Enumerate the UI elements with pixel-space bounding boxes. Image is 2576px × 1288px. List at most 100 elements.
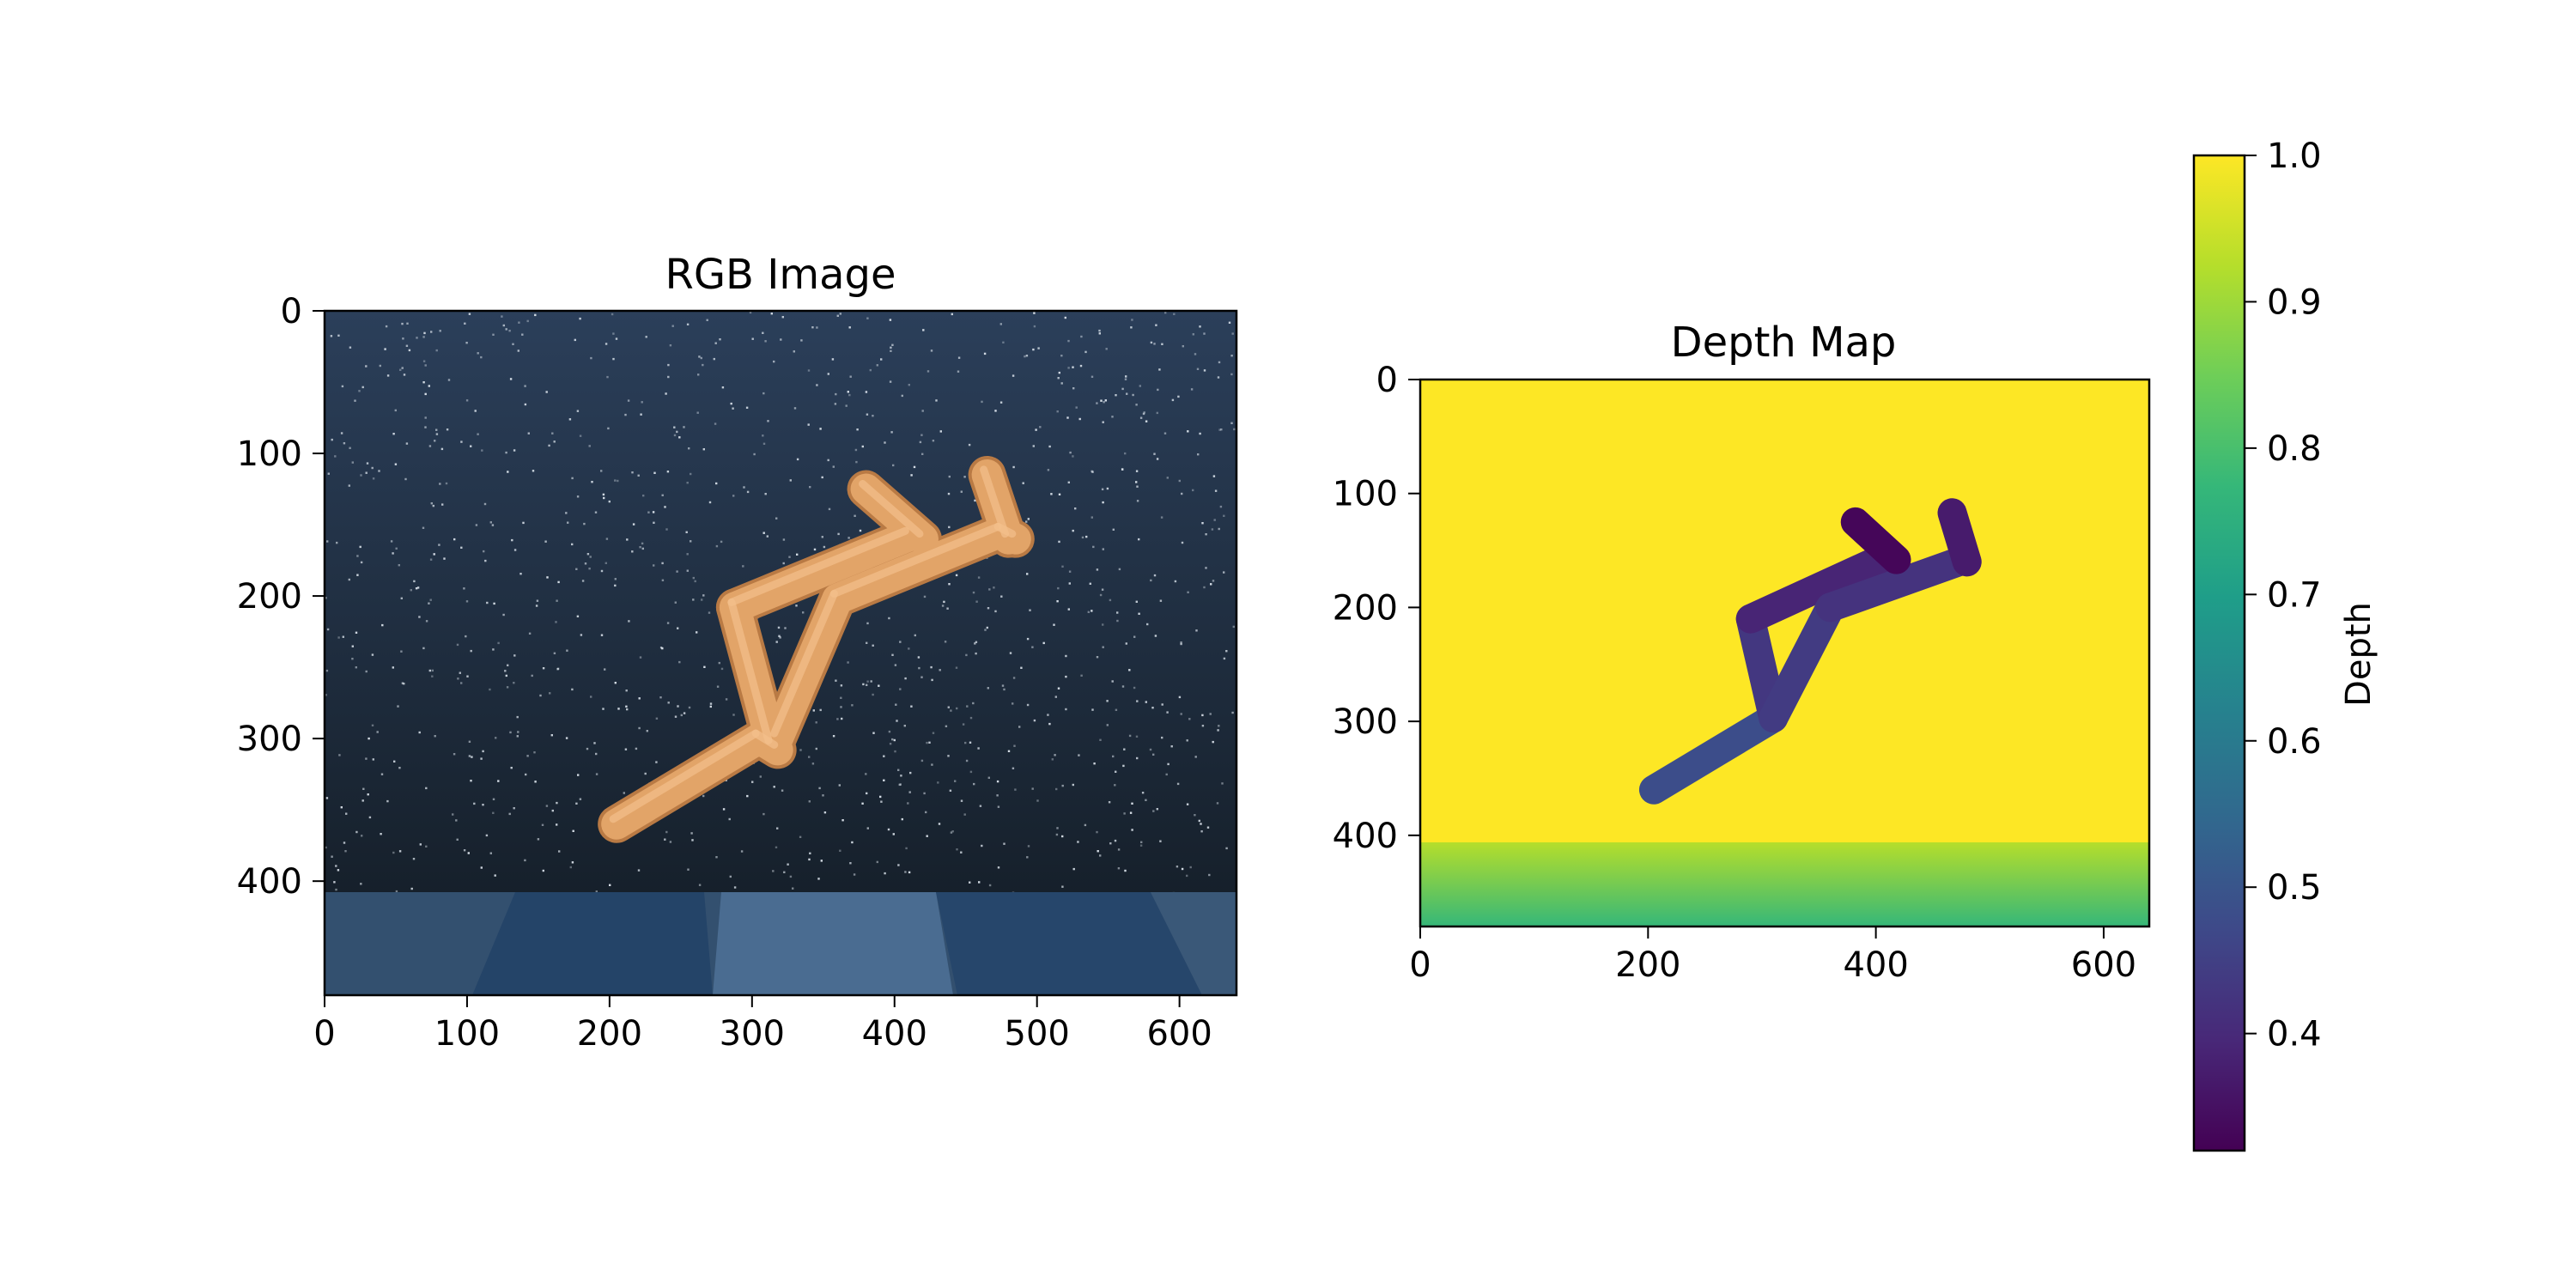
- star: [1159, 841, 1161, 842]
- star: [1112, 680, 1114, 682]
- star: [667, 622, 669, 623]
- star: [840, 706, 841, 708]
- star: [811, 326, 813, 328]
- star: [1103, 647, 1104, 648]
- colorbar-tick-label: 0.9: [2267, 283, 2322, 322]
- star: [603, 494, 605, 495]
- star: [662, 580, 664, 581]
- star: [368, 738, 369, 739]
- colorbar-tick-label: 0.6: [2267, 722, 2322, 762]
- star: [1062, 785, 1064, 787]
- star: [762, 813, 764, 815]
- star: [534, 314, 536, 316]
- star: [890, 350, 891, 352]
- star: [571, 544, 573, 545]
- star: [908, 647, 909, 649]
- star: [702, 364, 703, 366]
- star: [387, 374, 389, 376]
- star: [687, 570, 689, 572]
- star: [1033, 312, 1035, 313]
- star: [1092, 546, 1094, 548]
- star: [429, 445, 431, 447]
- star: [851, 704, 853, 706]
- star: [1069, 452, 1071, 453]
- star: [890, 380, 891, 382]
- star: [808, 859, 810, 860]
- star: [1152, 754, 1154, 756]
- star: [1142, 792, 1144, 793]
- star: [517, 716, 519, 718]
- star: [464, 849, 465, 851]
- star: [687, 869, 689, 871]
- star: [502, 614, 504, 616]
- colorbar-tick-label: 1.0: [2267, 137, 2322, 176]
- star: [1060, 355, 1062, 356]
- star: [1124, 870, 1126, 872]
- star: [1008, 750, 1010, 752]
- star: [840, 313, 841, 314]
- star: [1225, 848, 1227, 849]
- star: [1230, 374, 1232, 375]
- star: [1080, 365, 1082, 367]
- star: [513, 682, 514, 683]
- star: [670, 344, 671, 346]
- star: [1003, 843, 1005, 845]
- star: [1187, 430, 1188, 432]
- star: [580, 435, 581, 437]
- star: [939, 669, 941, 671]
- star: [380, 833, 381, 835]
- star: [678, 661, 680, 663]
- star: [920, 441, 921, 443]
- star: [525, 404, 526, 405]
- star: [392, 552, 393, 554]
- star: [589, 445, 591, 447]
- colorbar-tick-label: 0.8: [2267, 429, 2322, 469]
- star: [1166, 711, 1168, 713]
- star: [1200, 823, 1201, 824]
- star: [1012, 702, 1013, 704]
- star: [665, 392, 666, 394]
- star: [701, 357, 702, 359]
- star: [484, 560, 486, 562]
- star: [380, 365, 381, 367]
- star: [1056, 834, 1058, 835]
- star: [438, 544, 440, 545]
- star: [900, 775, 902, 776]
- star: [532, 470, 534, 471]
- star: [902, 395, 903, 397]
- star: [606, 538, 608, 539]
- star: [486, 602, 488, 604]
- star: [416, 337, 417, 338]
- star: [355, 666, 357, 668]
- star: [1115, 771, 1116, 773]
- star: [519, 573, 521, 574]
- star: [908, 384, 910, 386]
- star: [1193, 333, 1194, 335]
- star: [836, 718, 838, 720]
- star: [1105, 399, 1107, 401]
- star: [606, 376, 608, 378]
- star: [524, 860, 526, 861]
- star: [1003, 689, 1005, 690]
- star: [746, 795, 748, 797]
- star: [884, 872, 885, 874]
- star: [1130, 812, 1132, 814]
- star: [683, 712, 685, 714]
- star: [1135, 481, 1137, 483]
- star: [1218, 361, 1220, 363]
- star: [406, 323, 408, 325]
- star: [477, 434, 478, 435]
- star: [1182, 542, 1183, 544]
- star: [575, 568, 577, 570]
- star: [1012, 466, 1014, 468]
- star: [672, 325, 674, 327]
- star: [469, 313, 471, 315]
- star: [996, 794, 998, 796]
- star: [980, 805, 981, 807]
- star: [406, 442, 408, 444]
- star: [1109, 599, 1111, 601]
- star: [884, 441, 885, 443]
- star: [605, 343, 607, 344]
- star: [1136, 601, 1138, 603]
- star: [577, 410, 579, 412]
